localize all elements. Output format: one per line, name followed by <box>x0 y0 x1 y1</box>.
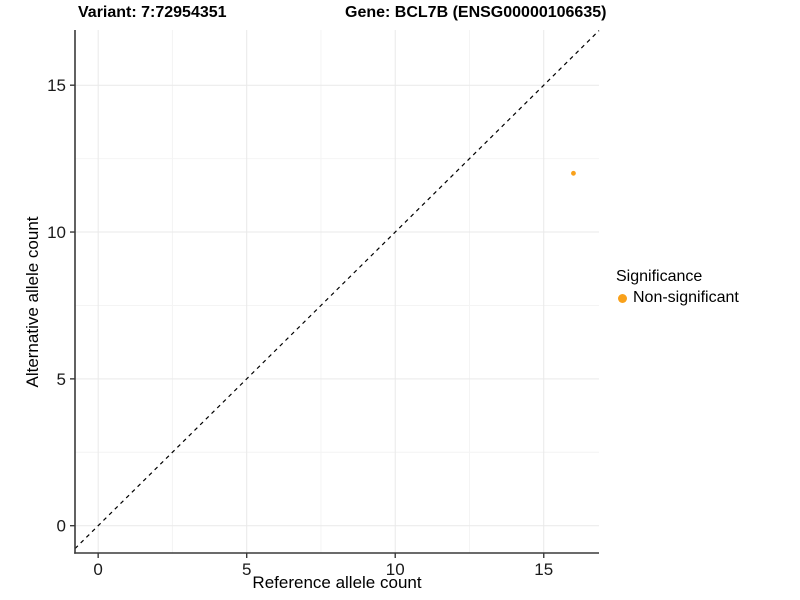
identity-line <box>74 30 600 550</box>
plot-title-variant: Variant: 7:72954351 <box>78 4 227 21</box>
y-tick-label: 10 <box>47 223 66 242</box>
y-tick-label: 15 <box>47 76 66 95</box>
x-tick-label: 10 <box>386 560 405 579</box>
legend-item-label: Non-significant <box>633 289 739 306</box>
x-axis-title: Reference allele count <box>252 573 422 592</box>
y-axis-title: Alternative allele count <box>23 216 42 388</box>
x-tick-label: 5 <box>242 560 251 579</box>
legend-item-non-significant: Non-significant <box>616 289 739 307</box>
x-tick-label: 0 <box>93 560 102 579</box>
legend-point-icon <box>618 293 627 303</box>
data-point <box>571 170 576 176</box>
y-tick-label: 0 <box>57 517 66 536</box>
plot-title-gene: Gene: BCL7B (ENSG00000106635) <box>345 4 607 21</box>
legend-title: Significance <box>616 268 703 285</box>
x-tick-label: 15 <box>534 560 553 579</box>
legend: Significance Non-significant <box>616 268 739 307</box>
y-tick-label: 5 <box>57 370 66 389</box>
